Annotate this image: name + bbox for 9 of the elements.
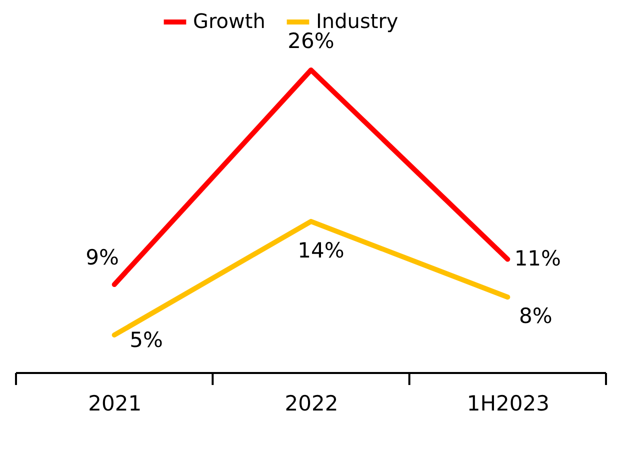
data-label: 14%	[298, 238, 344, 262]
data-label: 11%	[514, 246, 562, 270]
x-tick-label: 2022	[284, 392, 338, 416]
data-label: 9%	[86, 246, 119, 270]
legend-label: Growth	[193, 9, 266, 33]
x-tick-label: 2021	[88, 392, 142, 416]
x-tick-label: 1H2023	[466, 392, 550, 416]
data-label: 8%	[519, 304, 552, 328]
data-label: 5%	[130, 328, 163, 352]
